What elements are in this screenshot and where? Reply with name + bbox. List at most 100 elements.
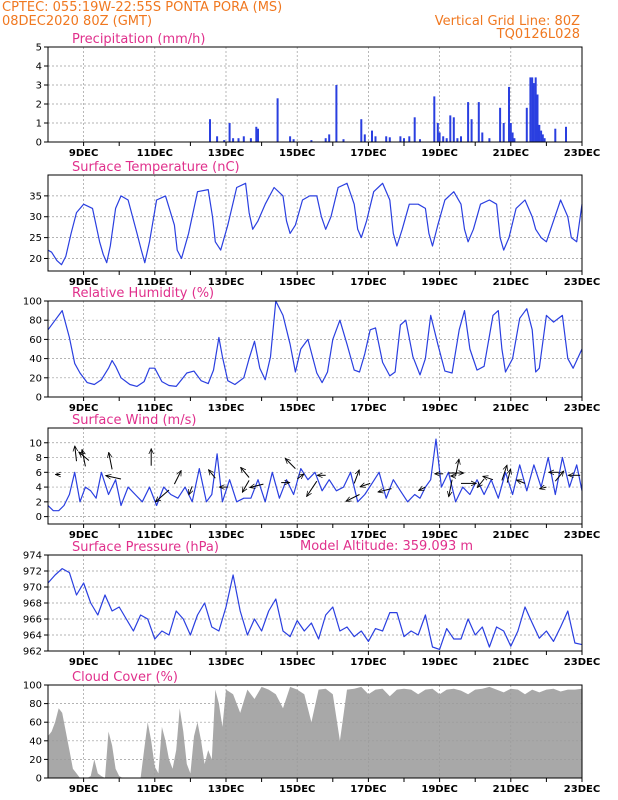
precip-bar — [335, 85, 338, 142]
x-tick-label: 23DEC — [564, 277, 600, 288]
x-tick-label: 21DEC — [493, 784, 529, 795]
x-tick-label: 11DEC — [137, 148, 173, 159]
x-tick-label: 17DEC — [350, 657, 386, 668]
wind-arrow — [79, 452, 90, 461]
header-station: CPTEC: 055:19W-22:55S PONTA PORA (MS) — [2, 0, 282, 15]
wind-arrow — [346, 494, 360, 502]
precip-bar — [543, 138, 546, 142]
y-tick-label: 60 — [29, 718, 42, 729]
wind-arrow — [241, 467, 250, 478]
precip-bar — [360, 119, 363, 142]
precip-bar — [481, 132, 484, 142]
panel-wind: 0 2 4 6 8 10 9DEC 11DEC 13DEC 15DEC 17DEC 19DEC 21DE… — [29, 413, 600, 541]
precip-bar — [511, 132, 514, 142]
y-tick-label: 964 — [23, 631, 42, 642]
precip-bar — [403, 138, 405, 142]
x-tick-label: 19DEC — [421, 148, 457, 159]
x-tick-label: 23DEC — [564, 784, 600, 795]
panel-rh: 0 20 40 60 80 100 9DEC 11DEC 13DEC 15DEC 17DEC 19DE… — [23, 286, 600, 414]
precip-bar — [452, 117, 455, 142]
x-tick-label: 9DEC — [69, 657, 98, 668]
precip-bar — [525, 107, 528, 142]
panel-frame — [47, 300, 583, 398]
y-tick-label: 1 — [36, 119, 42, 130]
precip-bar — [232, 138, 235, 142]
y-tick-label: 25 — [29, 233, 42, 244]
wind-arrow — [285, 458, 296, 469]
precip-bar — [328, 134, 331, 142]
x-tick-label: 15DEC — [279, 530, 315, 541]
precip-bar — [554, 128, 557, 142]
wind-arrow — [109, 452, 113, 470]
x-tick-label: 17DEC — [350, 784, 386, 795]
rh-series-line — [47, 300, 583, 387]
wind-arrow — [449, 479, 453, 497]
header-date: 08DEC2020 80Z (GMT) — [2, 14, 152, 29]
y-tick-label: 0 — [36, 512, 42, 523]
precip-bar — [442, 136, 445, 142]
precip-bar — [508, 86, 510, 142]
x-tick-label: 13DEC — [208, 403, 244, 414]
x-tick-label: 21DEC — [493, 277, 529, 288]
precip-bar — [513, 138, 516, 142]
wind-arrow — [242, 480, 250, 492]
precip-bar — [509, 123, 512, 142]
panel-frame — [47, 46, 583, 143]
wind-arrow — [189, 486, 192, 495]
precip-bar — [460, 136, 462, 142]
x-tick-label: 23DEC — [564, 657, 600, 668]
precip-bar — [433, 96, 436, 142]
x-tick-label: 19DEC — [421, 403, 457, 414]
precip-bar — [456, 138, 459, 142]
y-tick-label: 40 — [29, 354, 42, 365]
y-tick-label: 100 — [23, 681, 42, 692]
y-tick-label: 2 — [36, 100, 42, 111]
x-tick-label: 9DEC — [69, 277, 98, 288]
precip-bar — [276, 98, 279, 142]
model-altitude: Model Altitude: 359.093 m — [300, 539, 473, 554]
x-tick-label: 15DEC — [279, 403, 315, 414]
y-tick-label: 5 — [36, 43, 42, 54]
x-tick-label: 19DEC — [421, 530, 457, 541]
precip-bar — [540, 130, 543, 142]
panel-precip: 0 1 2 3 4 5 9DEC 11DEC 13DEC 15DEC 17DEC 19DEC 21DEC… — [36, 32, 601, 159]
precip-bar — [488, 138, 491, 142]
y-tick-label: 966 — [23, 615, 42, 626]
precip-bar — [289, 136, 292, 142]
y-tick-label: 100 — [23, 297, 42, 308]
precip-bar — [242, 136, 245, 142]
y-tick-label: 80 — [29, 316, 42, 327]
x-tick-label: 11DEC — [137, 530, 173, 541]
precip-bar — [499, 107, 502, 142]
y-tick-label: 20 — [29, 755, 42, 766]
precip-bar — [529, 77, 532, 142]
x-tick-label: 17DEC — [350, 148, 386, 159]
wind-arrow — [507, 469, 510, 483]
precip-bar — [255, 126, 258, 142]
precip-bar — [374, 136, 377, 142]
panel-title: Relative Humidity (%) — [72, 286, 214, 301]
x-tick-label: 11DEC — [137, 277, 173, 288]
x-tick-label: 15DEC — [279, 657, 315, 668]
x-tick-label: 9DEC — [69, 403, 98, 414]
header-run-id: TQ0126L028 — [496, 27, 580, 42]
precip-bar — [408, 136, 411, 142]
panel-title: Cloud Cover (%) — [72, 670, 178, 685]
panel-cloud: 0 20 40 60 80 100 9DEC 11DEC 13DEC 15DEC 17DEC 19DE… — [23, 670, 600, 795]
panel-pressure: 962 964 966 968 970 972 974 9DEC 11DEC 13DEC 15DEC… — [23, 540, 600, 668]
panel-title: Surface Wind (m/s) — [72, 413, 196, 428]
precip-bar — [532, 83, 535, 142]
x-tick-label: 23DEC — [564, 403, 600, 414]
precip-bar — [371, 130, 373, 142]
precip-bar — [534, 77, 537, 142]
precip-bar — [342, 139, 345, 142]
x-tick-label: 11DEC — [137, 657, 173, 668]
wind-arrow — [106, 476, 122, 480]
header: CPTEC: 055:19W-22:55S PONTA PORA (MS) 08… — [2, 0, 580, 42]
panel-frame — [47, 174, 583, 272]
temp-series-line — [47, 182, 583, 266]
y-tick-label: 968 — [23, 599, 42, 610]
y-tick-label: 2 — [36, 497, 42, 508]
y-tick-label: 972 — [23, 567, 42, 578]
